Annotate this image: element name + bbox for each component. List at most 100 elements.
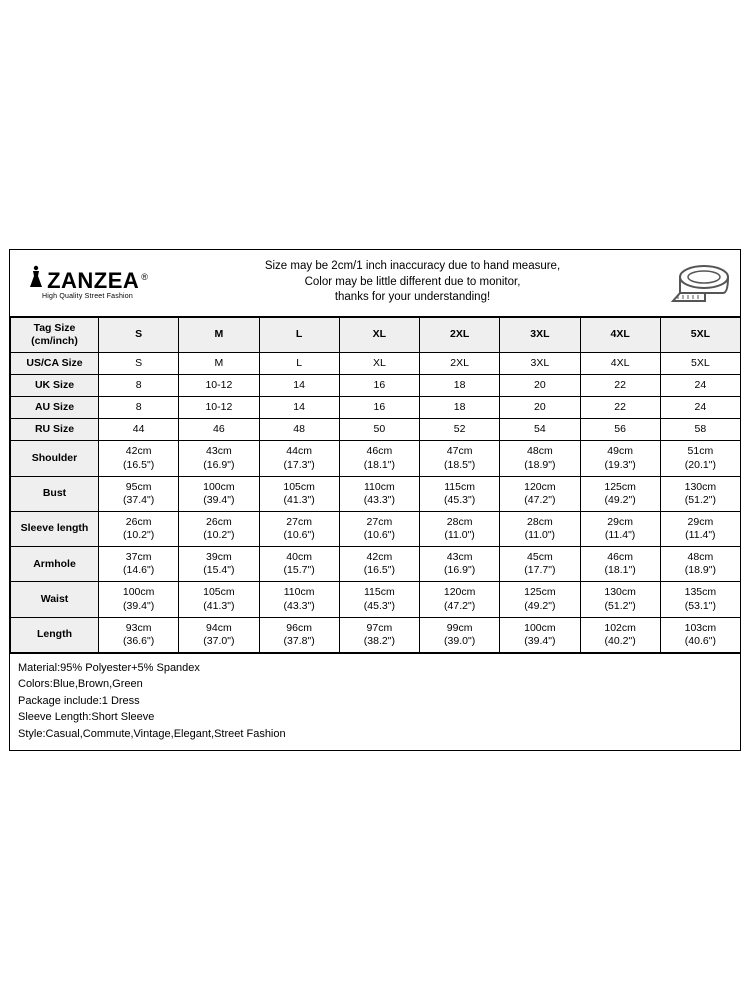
table-row: Sleeve length26cm(10.2")26cm(10.2")27cm(… — [11, 511, 741, 546]
size-col-header: S — [99, 317, 179, 352]
measurement-cell: 46cm(18.1") — [339, 441, 419, 476]
measurement-cell: 120cm(47.2") — [500, 476, 580, 511]
disclaimer-text: Size may be 2cm/1 inch inaccuracy due to… — [165, 255, 660, 310]
size-col-header: 4XL — [580, 317, 660, 352]
measurement-cell: 95cm(37.4") — [99, 476, 179, 511]
row-label: Sleeve length — [11, 511, 99, 546]
measurement-cell: 27cm(10.6") — [339, 511, 419, 546]
measurement-cell: 96cm(37.8") — [259, 617, 339, 652]
size-cell: 20 — [500, 397, 580, 419]
product-details: Material:95% Polyester+5% SpandexColors:… — [10, 653, 740, 751]
measurement-cell: 94cm(37.0") — [179, 617, 259, 652]
measurement-cell: 100cm(39.4") — [500, 617, 580, 652]
measurement-cell: 100cm(39.4") — [179, 476, 259, 511]
measurement-cell: 26cm(10.2") — [179, 511, 259, 546]
size-col-header: L — [259, 317, 339, 352]
size-col-header: 2XL — [420, 317, 500, 352]
table-row: Shoulder42cm(16.5")43cm(16.9")44cm(17.3"… — [11, 441, 741, 476]
measurement-cell: 115cm(45.3") — [339, 582, 419, 617]
dress-figure-icon — [27, 265, 45, 292]
header-row: ZANZEA ® High Quality Street Fashion Siz… — [10, 250, 740, 317]
size-cell: 46 — [179, 419, 259, 441]
size-cell: 22 — [580, 397, 660, 419]
measurement-cell: 45cm(17.7") — [500, 547, 580, 582]
measurement-cell: 43cm(16.9") — [179, 441, 259, 476]
size-cell: 18 — [420, 397, 500, 419]
measurement-cell: 28cm(11.0") — [500, 511, 580, 546]
measurement-cell: 97cm(38.2") — [339, 617, 419, 652]
size-cell: 20 — [500, 375, 580, 397]
measurement-cell: 39cm(15.4") — [179, 547, 259, 582]
size-cell: 5XL — [660, 352, 740, 374]
measurement-cell: 93cm(36.6") — [99, 617, 179, 652]
size-cell: 22 — [580, 375, 660, 397]
registered-mark: ® — [141, 273, 148, 282]
size-cell: M — [179, 352, 259, 374]
row-label: Length — [11, 617, 99, 652]
measurement-cell: 49cm(19.3") — [580, 441, 660, 476]
measurement-cell: 29cm(11.4") — [580, 511, 660, 546]
measurement-cell: 44cm(17.3") — [259, 441, 339, 476]
measurement-cell: 48cm(18.9") — [500, 441, 580, 476]
measurement-cell: 103cm(40.6") — [660, 617, 740, 652]
size-cell: 16 — [339, 397, 419, 419]
table-row: UK Size810-12141618202224 — [11, 375, 741, 397]
table-body: US/CA SizeSMLXL2XL3XL4XL5XLUK Size810-12… — [11, 352, 741, 652]
tape-measure-icon — [660, 263, 740, 303]
size-cell: 4XL — [580, 352, 660, 374]
detail-line: Package include:1 Dress — [18, 693, 732, 710]
measurement-cell: 110cm(43.3") — [259, 582, 339, 617]
table-row: Waist100cm(39.4")105cm(41.3")110cm(43.3"… — [11, 582, 741, 617]
table-row: Armhole37cm(14.6")39cm(15.4")40cm(15.7")… — [11, 547, 741, 582]
table-header-row: Tag Size (cm/inch) S M L XL 2XL 3XL 4XL … — [11, 317, 741, 352]
size-cell: 14 — [259, 397, 339, 419]
size-cell: L — [259, 352, 339, 374]
table-row: US/CA SizeSMLXL2XL3XL4XL5XL — [11, 352, 741, 374]
row-label: RU Size — [11, 419, 99, 441]
measurement-cell: 99cm(39.0") — [420, 617, 500, 652]
size-col-header: 3XL — [500, 317, 580, 352]
measurement-cell: 120cm(47.2") — [420, 582, 500, 617]
notice-line: thanks for your understanding! — [335, 291, 490, 303]
measurement-cell: 51cm(20.1") — [660, 441, 740, 476]
size-cell: 10-12 — [179, 375, 259, 397]
measurement-cell: 29cm(11.4") — [660, 511, 740, 546]
size-col-header: XL — [339, 317, 419, 352]
measurement-cell: 40cm(15.7") — [259, 547, 339, 582]
measurement-cell: 105cm(41.3") — [179, 582, 259, 617]
row-label: UK Size — [11, 375, 99, 397]
measurement-cell: 102cm(40.2") — [580, 617, 660, 652]
size-cell: 44 — [99, 419, 179, 441]
size-cell: 54 — [500, 419, 580, 441]
size-cell: 8 — [99, 375, 179, 397]
measurement-cell: 37cm(14.6") — [99, 547, 179, 582]
size-cell: 16 — [339, 375, 419, 397]
brand-name: ZANZEA — [47, 270, 139, 292]
measurement-cell: 130cm(51.2") — [660, 476, 740, 511]
measurement-cell: 125cm(49.2") — [500, 582, 580, 617]
size-cell: 48 — [259, 419, 339, 441]
measurement-cell: 100cm(39.4") — [99, 582, 179, 617]
row-label: Waist — [11, 582, 99, 617]
size-cell: XL — [339, 352, 419, 374]
size-col-header: M — [179, 317, 259, 352]
size-cell: 14 — [259, 375, 339, 397]
measurement-cell: 115cm(45.3") — [420, 476, 500, 511]
detail-line: Colors:Blue,Brown,Green — [18, 676, 732, 693]
size-cell: 58 — [660, 419, 740, 441]
row-label: Shoulder — [11, 441, 99, 476]
header-tag-size: Tag Size (cm/inch) — [11, 317, 99, 352]
measurement-cell: 28cm(11.0") — [420, 511, 500, 546]
row-label: Armhole — [11, 547, 99, 582]
measurement-cell: 26cm(10.2") — [99, 511, 179, 546]
measurement-cell: 43cm(16.9") — [420, 547, 500, 582]
table-row: AU Size810-12141618202224 — [11, 397, 741, 419]
measurement-cell: 47cm(18.5") — [420, 441, 500, 476]
size-cell: 24 — [660, 397, 740, 419]
size-table: Tag Size (cm/inch) S M L XL 2XL 3XL 4XL … — [10, 317, 741, 653]
measurement-cell: 42cm(16.5") — [99, 441, 179, 476]
measurement-cell: 125cm(49.2") — [580, 476, 660, 511]
measurement-cell: 48cm(18.9") — [660, 547, 740, 582]
table-row: Bust95cm(37.4")100cm(39.4")105cm(41.3")1… — [11, 476, 741, 511]
size-cell: 10-12 — [179, 397, 259, 419]
